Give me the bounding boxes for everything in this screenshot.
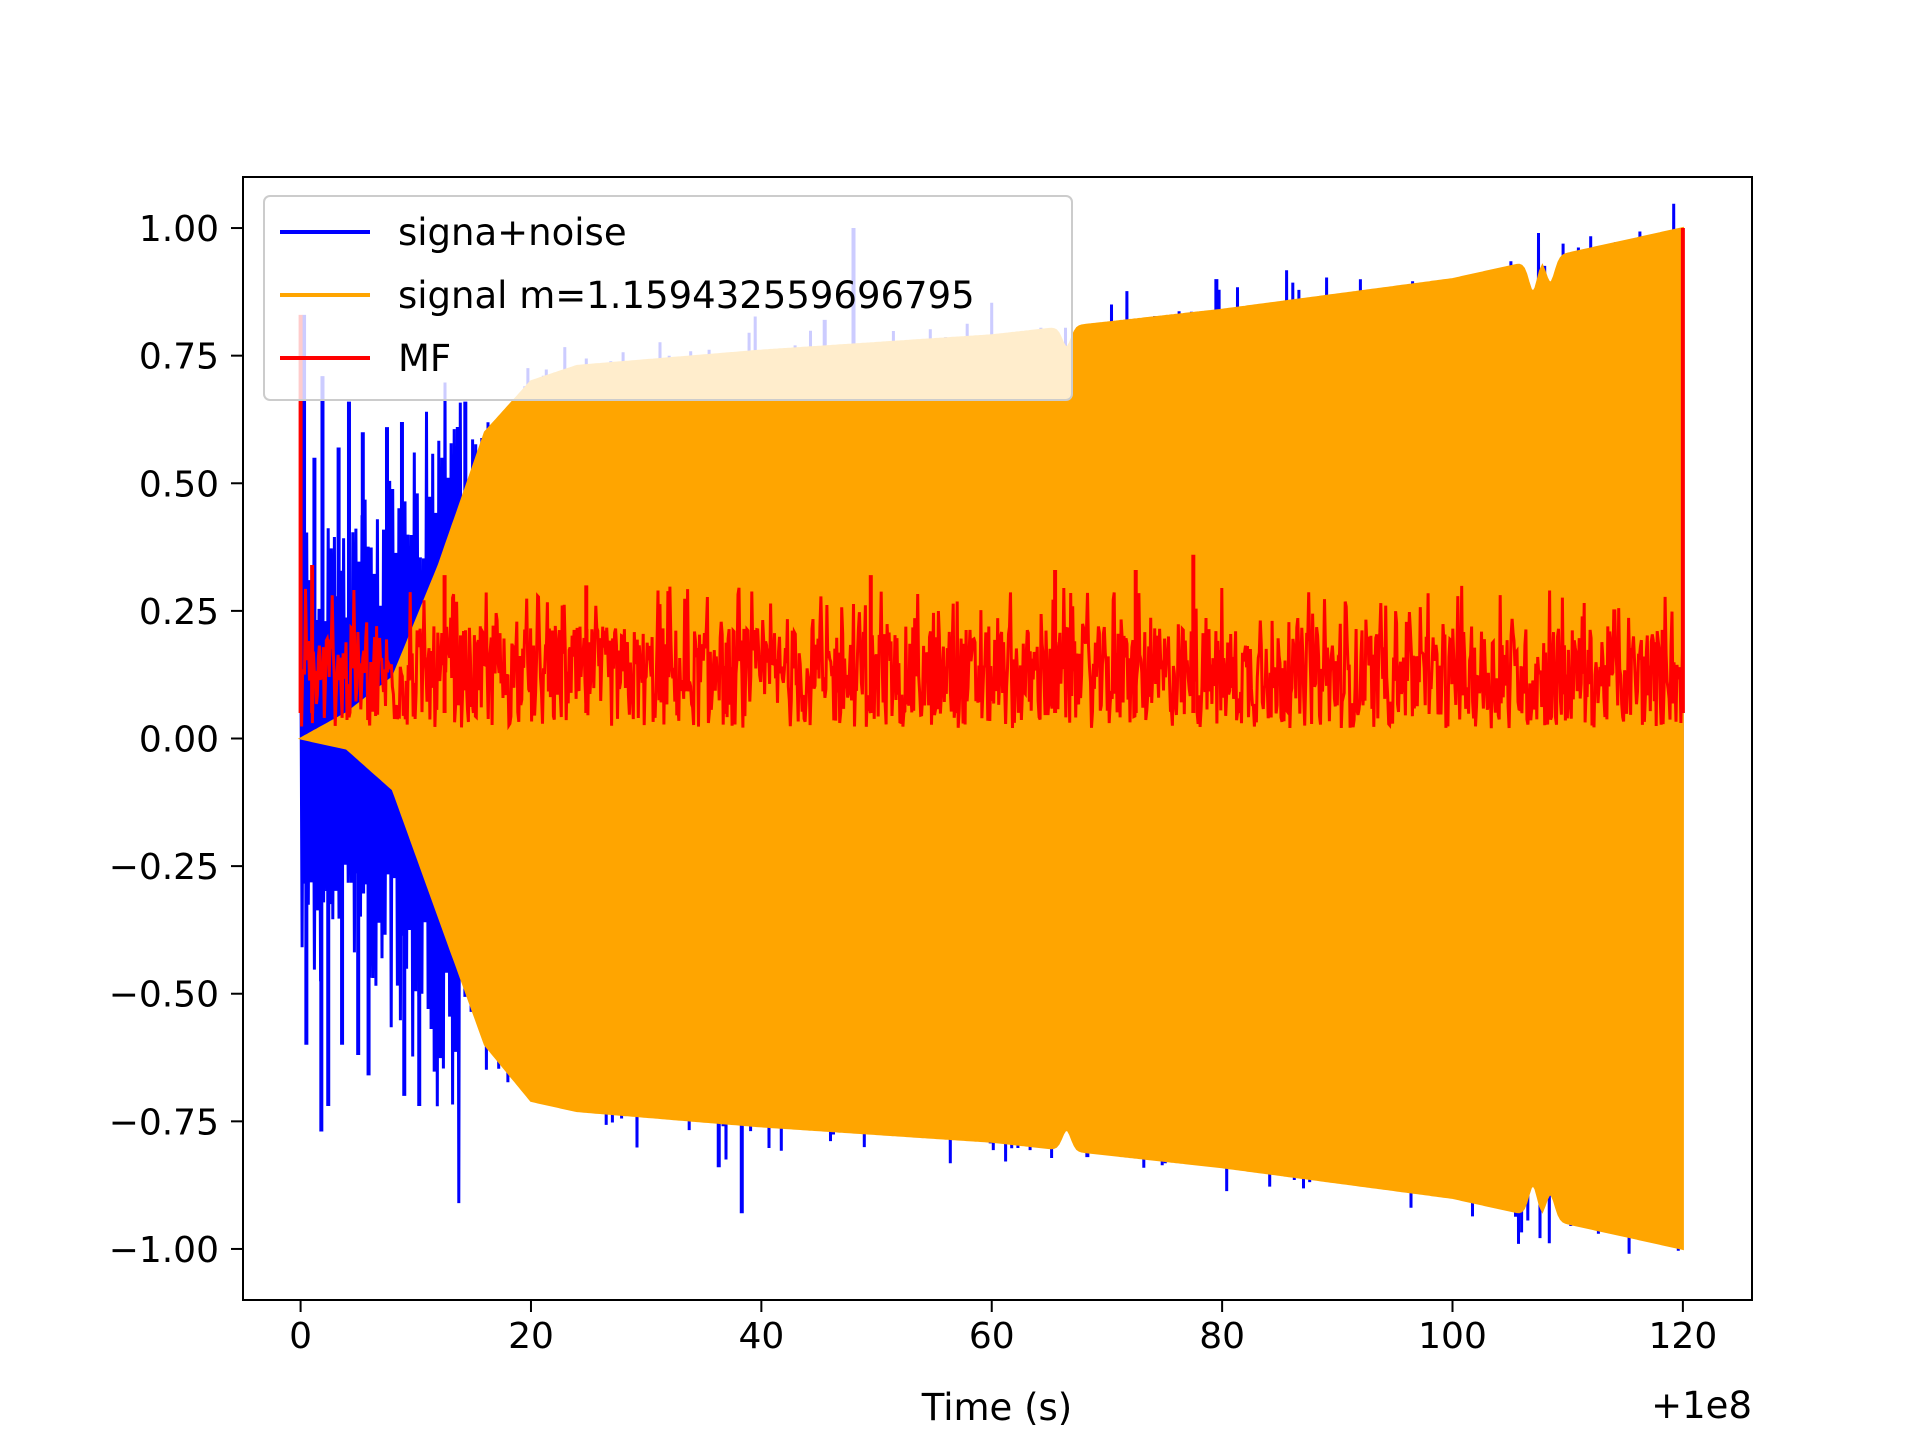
x-tick-label: 100 — [1418, 1316, 1487, 1357]
x-tick-label: 120 — [1649, 1316, 1718, 1357]
legend-box — [263, 195, 1073, 401]
y-axis: 1.00 0.75 0.50 0.25 0.00 −0.25 −0.50 −0.75 −1.00 — [109, 209, 243, 1271]
x-tick-label: 80 — [1199, 1316, 1245, 1357]
y-tick-label: 0.75 — [139, 337, 219, 378]
y-tick-label: −0.25 — [109, 847, 219, 888]
y-tick-label: 0.25 — [139, 592, 219, 633]
legend-label-signal: signal m=1.159432559696795 — [398, 274, 975, 317]
legend: signa+noise signal m=1.159432559696795 M… — [263, 195, 1073, 401]
y-tick-label: −0.75 — [109, 1102, 219, 1143]
x-axis: 0 20 40 60 80 100 120 — [289, 1300, 1717, 1357]
x-axis-label: Time (s) — [921, 1386, 1072, 1429]
x-tick-label: 60 — [969, 1316, 1015, 1357]
x-tick-label: 40 — [738, 1316, 784, 1357]
x-tick-label: 20 — [508, 1316, 554, 1357]
y-tick-label: 0.00 — [139, 720, 219, 761]
series-layer — [297, 203, 1685, 1254]
legend-label-signal-noise: signa+noise — [398, 211, 627, 254]
x-offset-label: +1e8 — [1651, 1384, 1752, 1427]
y-tick-label: 0.50 — [139, 464, 219, 505]
y-tick-label: −1.00 — [109, 1230, 219, 1271]
y-tick-label: −0.50 — [109, 975, 219, 1016]
x-tick-label: 0 — [289, 1316, 312, 1357]
legend-label-mf: MF — [398, 337, 451, 380]
y-tick-label: 1.00 — [139, 209, 219, 250]
series-mf-line — [299, 585, 1685, 731]
